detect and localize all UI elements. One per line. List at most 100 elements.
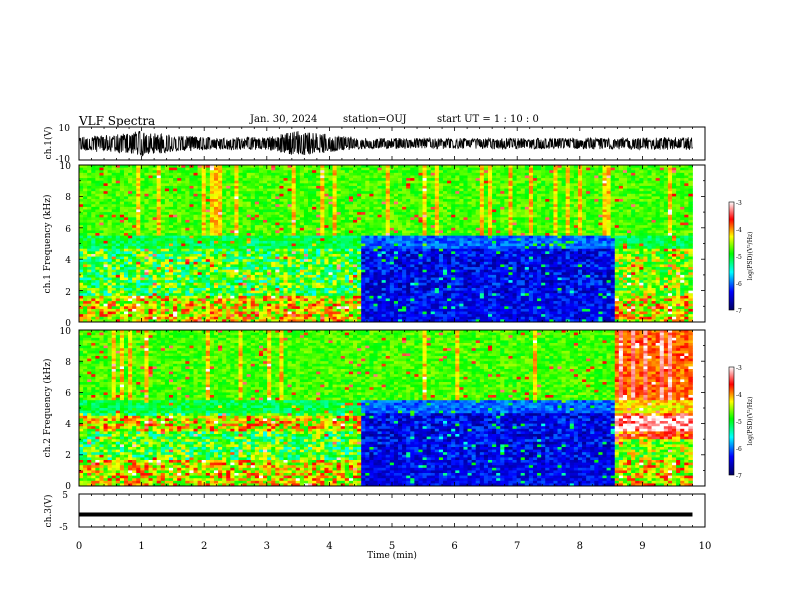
spectrogram-cell [156, 308, 162, 312]
spectrogram-cell [299, 259, 305, 263]
spectrogram-cell [275, 316, 280, 320]
spectrogram-cell [181, 306, 186, 310]
spectrogram-cell [164, 259, 170, 263]
spectrogram-cell [177, 175, 182, 179]
spectrogram-cell [193, 185, 199, 189]
spectrogram-cell [205, 185, 211, 189]
spectrogram-cell [83, 235, 88, 239]
spectrogram-cell [91, 225, 96, 229]
spectrogram-cell [361, 306, 366, 310]
spectrogram-cell [144, 272, 149, 276]
spectrogram-cell [381, 238, 387, 242]
spectrogram-cell [295, 180, 301, 184]
spectrogram-cell [87, 180, 92, 184]
spectrogram-cell [271, 306, 276, 310]
spectrogram-cell [95, 256, 100, 260]
spectrogram-cell [119, 314, 125, 318]
spectrogram-cell [295, 193, 301, 197]
spectrogram-cell [91, 285, 96, 289]
spectrogram-cell [201, 264, 207, 268]
spectrogram-cell [238, 233, 243, 237]
spectrogram-cell [156, 287, 162, 291]
spectrogram-cell [279, 267, 284, 271]
spectrogram-cell [271, 264, 276, 268]
spectrogram-cell [332, 188, 338, 192]
spectrogram-cell [295, 183, 301, 187]
spectrogram-cell [385, 167, 391, 171]
spectrogram-cell [385, 277, 391, 281]
spectrogram-cell [402, 180, 407, 184]
spectrogram-cell [156, 172, 162, 176]
spectrogram-cell [132, 285, 137, 289]
spectrogram-cell [267, 238, 272, 242]
spectrogram-cell [353, 277, 358, 281]
spectrogram-cell [361, 235, 366, 239]
spectrogram-cell [414, 172, 419, 176]
spectrogram-cell [283, 185, 288, 189]
spectrogram-cell [291, 165, 297, 169]
spectrogram-cell [385, 246, 391, 250]
spectrogram-cell [385, 219, 391, 223]
spectrogram-cell [389, 209, 395, 213]
spectrogram-cell [246, 259, 252, 263]
spectrogram-cell [291, 280, 297, 284]
spectrogram-cell [226, 180, 231, 184]
spectrogram-cell [398, 170, 403, 174]
spectrogram-cell [373, 314, 378, 318]
spectrogram-cell [258, 287, 264, 291]
spectrogram-cell [357, 319, 362, 323]
spectrogram-cell [258, 282, 264, 286]
spectrogram-cell [156, 235, 162, 239]
spectrogram-cell [123, 293, 129, 297]
spectrogram-cell [148, 233, 154, 237]
spectrogram-cell [303, 233, 309, 237]
spectrogram-cell [381, 301, 387, 305]
spectrogram-cell [234, 256, 239, 260]
spectrogram-cell [312, 230, 317, 234]
spectrogram-cell [107, 295, 113, 299]
spectrogram-cell [410, 256, 415, 260]
spectrogram-cell [115, 246, 121, 250]
spectrogram-cell [79, 238, 84, 242]
spectrogram-cell [344, 259, 350, 263]
spectrogram-cell [111, 314, 117, 318]
spectrogram-cell [148, 235, 154, 239]
spectrogram-cell [250, 269, 256, 273]
spectrogram-cell [152, 193, 158, 197]
spectrogram-cell [246, 264, 252, 268]
spectrogram-cell [230, 175, 235, 179]
spectrogram-cell [87, 170, 92, 174]
spectrogram-cell [111, 199, 117, 203]
spectrogram-cell [398, 175, 403, 179]
spectrogram-cell [361, 175, 366, 179]
spectrogram-cell [258, 212, 264, 216]
spectrogram-cell [316, 243, 321, 247]
spectrogram-cell [303, 301, 309, 305]
spectrogram-cell [230, 188, 235, 192]
spectrogram-cell [213, 280, 219, 284]
spectrogram-cell [144, 193, 149, 197]
spectrogram-cell [95, 248, 100, 252]
spectrogram-cell [230, 185, 235, 189]
spectrogram-cell [136, 293, 141, 297]
spectrogram-cell [79, 188, 84, 192]
spectrogram-cell [369, 319, 374, 323]
spectrogram-cell [213, 193, 219, 197]
spectrogram-cell [242, 319, 248, 323]
spectrogram-cell [115, 274, 121, 278]
spectrogram-cell [279, 206, 284, 210]
spectrogram-cell [385, 170, 391, 174]
spectrogram-cell [234, 199, 239, 203]
spectrogram-cell [177, 201, 182, 205]
spectrogram-cell [377, 178, 383, 182]
spectrogram-cell [320, 280, 325, 284]
spectrogram-cell [357, 188, 362, 192]
spectrogram-cell [91, 227, 96, 231]
spectrogram-cell [263, 199, 268, 203]
spectrogram-cell [103, 222, 109, 226]
spectrogram-cell [320, 238, 325, 242]
spectrogram-cell [373, 238, 378, 242]
spectrogram-cell [295, 264, 301, 268]
spectrogram-cell [414, 240, 419, 244]
spectrogram-cell [111, 301, 117, 305]
